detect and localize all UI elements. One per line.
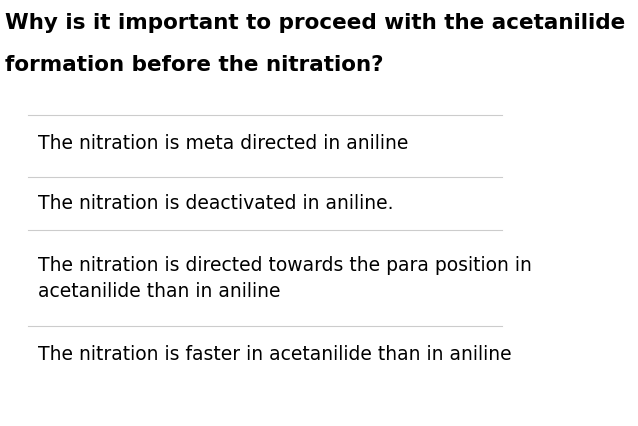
Text: formation before the nitration?: formation before the nitration?: [5, 55, 383, 75]
Text: Why is it important to proceed with the acetanilide: Why is it important to proceed with the …: [5, 13, 625, 33]
Text: The nitration is faster in acetanilide than in aniline: The nitration is faster in acetanilide t…: [38, 345, 512, 364]
Text: The nitration is deactivated in aniline.: The nitration is deactivated in aniline.: [38, 194, 394, 213]
Text: The nitration is meta directed in aniline: The nitration is meta directed in anilin…: [38, 134, 408, 153]
Text: The nitration is directed towards the para position in
acetanilide than in anili: The nitration is directed towards the pa…: [38, 256, 532, 301]
